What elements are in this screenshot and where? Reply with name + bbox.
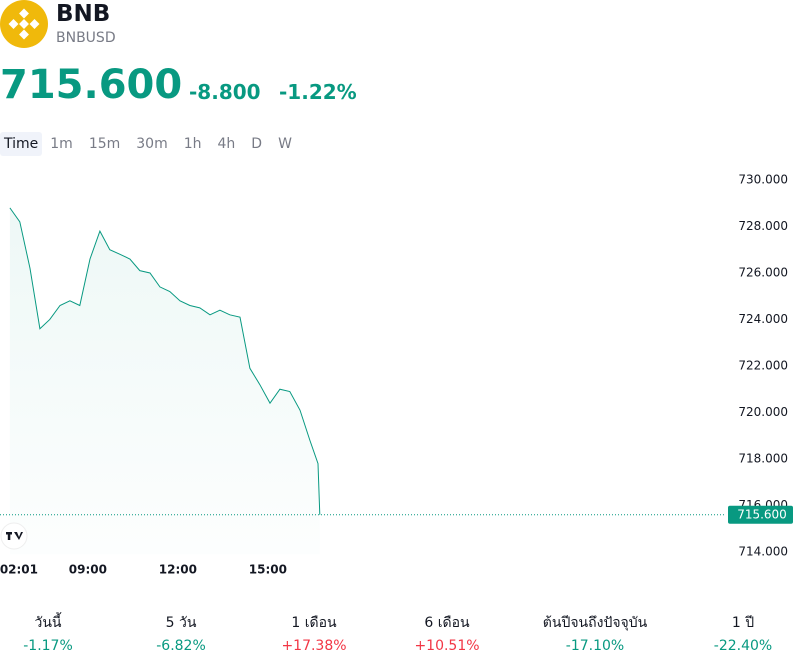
interval-tab[interactable]: 30m [136,136,168,152]
y-tick-label: 722.000 [738,358,788,372]
y-tick-label: 714.000 [738,544,788,558]
performance-label: ต้นปีจนถึงปัจจุบัน [542,615,648,631]
interval-tab[interactable]: 1h [183,136,202,152]
y-tick-label: 730.000 [738,172,788,186]
x-tick-label: 15:00 [249,563,287,577]
performance-label: 1 ปี [731,615,755,631]
performance-item: 5 วัน -6.82% [156,612,206,654]
price-change: -8.800 [189,80,261,104]
x-tick-label: 09:00 [69,563,107,577]
price-line [9,207,321,515]
performance-label: 1 เดือน [291,615,337,631]
performance-value: -17.10% [565,638,625,654]
interval-tab[interactable]: 4h [217,136,236,152]
performance-value: +17.38% [281,638,347,654]
y-tick-label: 728.000 [738,219,788,233]
price-change-percent: -1.22% [279,80,357,104]
performance-label: วันนี้ [34,615,62,631]
interval-tabs: Time 1m 15m 30m 1h 4h D W [0,132,300,156]
performance-item: วันนี้ -1.17% [23,612,73,654]
performance-row: วันนี้ -1.17% 5 วัน -6.82% 1 เดือน +17.38% 6 เ… [0,612,800,662]
performance-value: +10.51% [414,638,480,654]
area [9,207,320,555]
performance-value: -22.40% [713,638,773,654]
asset-symbol: BNBUSD [56,30,116,46]
interval-tab[interactable]: 1m [50,136,73,152]
performance-label: 5 วัน [165,615,197,631]
performance-item: ต้นปีจนถึงปัจจุบัน -17.10% [543,612,647,654]
y-tick-label: 720.000 [738,405,788,419]
tv-logo [0,522,28,550]
y-tick-label: 726.000 [738,265,788,279]
performance-item: 6 เดือน +10.51% [414,612,479,654]
interval-tab[interactable]: Time [0,132,43,156]
x-tick-label: 02:01 [0,563,38,577]
performance-value: -1.17% [23,638,73,654]
performance-item: 1 เดือน +17.38% [281,612,346,654]
interval-tab[interactable]: D [251,136,263,152]
interval-tab[interactable]: W [278,136,292,152]
logo [0,0,48,48]
last-price-badge [728,505,793,524]
price: 715.600 [0,62,183,108]
performance-label: 6 เดือน [424,615,470,631]
performance-item: 1 ปี -22.40% [714,612,772,654]
interval-tab[interactable]: 15m [88,136,121,152]
y-tick-label: 724.000 [738,312,788,326]
y-tick-label: 718.000 [738,451,788,465]
plot-area: 714.000716.000718.000720.000722.000724.0… [0,172,793,577]
x-tick-label: 12:00 [159,563,197,577]
asset-name: BNB [56,1,111,27]
performance-value: -6.82% [156,638,206,654]
last-price-label: 715.600 [737,507,787,521]
